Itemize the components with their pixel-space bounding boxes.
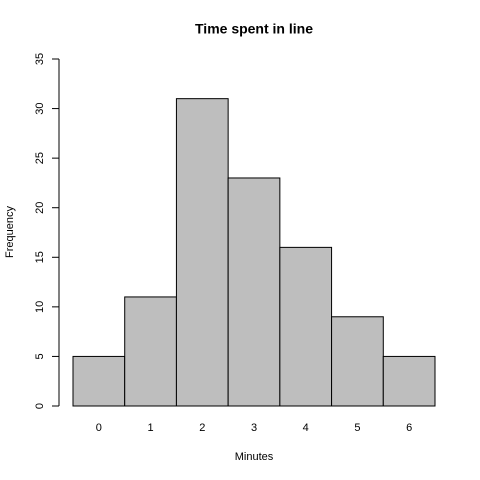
bar	[382, 355, 436, 407]
bar	[279, 246, 333, 407]
y-tick-label: 25	[34, 152, 46, 164]
bar	[72, 355, 126, 407]
bar	[175, 98, 229, 407]
y-tick-label: 5	[34, 353, 46, 359]
bar	[227, 177, 281, 407]
y-tick-label: 15	[34, 251, 46, 263]
x-tick-label: 1	[148, 422, 154, 434]
x-tick-label: 2	[199, 422, 205, 434]
y-tick-label: 0	[34, 403, 46, 409]
chart-title: Time spent in line	[195, 21, 313, 37]
y-tick-label: 35	[34, 53, 46, 65]
y-tick-label: 10	[34, 301, 46, 313]
x-tick-label: 4	[303, 422, 309, 434]
x-tick-label: 6	[406, 422, 412, 434]
x-tick-label: 0	[96, 422, 102, 434]
x-axis-label: Minutes	[235, 451, 274, 463]
bar	[124, 296, 177, 407]
y-tick-label: 20	[34, 202, 46, 214]
bar	[331, 316, 384, 407]
y-axis-label: Frequency	[4, 206, 16, 258]
x-tick-label: 5	[354, 422, 360, 434]
x-tick-label: 3	[251, 422, 257, 434]
y-tick-label: 30	[34, 102, 46, 114]
